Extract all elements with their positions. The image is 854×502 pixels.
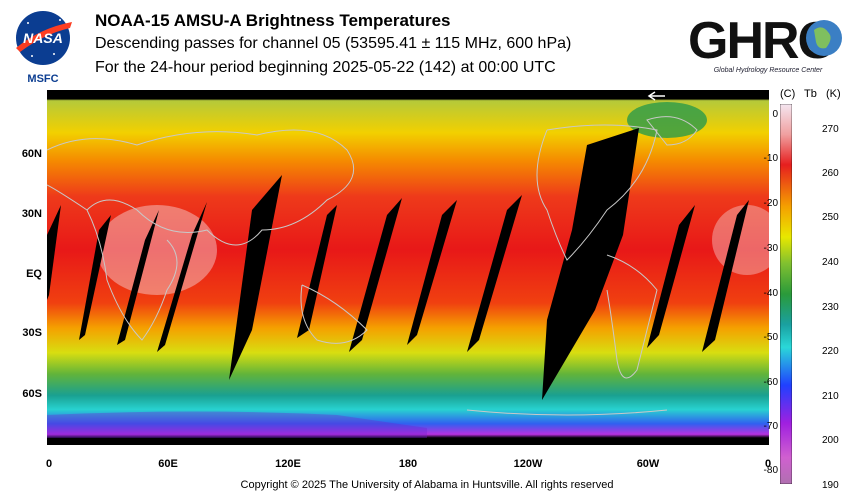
lon-label-0-right: 0 <box>764 458 772 470</box>
arrow-icon <box>647 91 665 101</box>
colorbar-k-tick: 270 <box>822 124 839 135</box>
nasa-logo: NASA MSFC <box>10 8 76 86</box>
colorbar-c-tick: 0 <box>772 109 778 120</box>
lon-label-0: 0 <box>45 458 53 470</box>
colorbar <box>779 103 793 485</box>
title-block: NOAA-15 AMSU-A Brightness Temperatures D… <box>95 10 571 80</box>
colorbar-k-tick: 210 <box>822 391 839 402</box>
period-line: For the 24-hour period beginning 2025-05… <box>95 59 556 76</box>
copyright-notice: Copyright © 2025 The University of Alaba… <box>240 479 614 491</box>
colorbar-k-tick: 220 <box>822 346 839 357</box>
colorbar-label-tb: Tb <box>804 88 817 100</box>
map-svg <box>46 90 782 445</box>
colorbar-k-tick: 240 <box>822 257 839 268</box>
lon-label-120e: 120E <box>275 458 301 470</box>
colorbar-c-tick: -60 <box>763 377 778 388</box>
lat-label-60s: 60S <box>22 388 42 400</box>
colorbar-k-tick: 190 <box>822 480 839 491</box>
lon-label-180: 180 <box>398 458 418 470</box>
colorbar-c-tick: -40 <box>763 288 778 299</box>
colorbar-c-tick: -10 <box>763 153 778 164</box>
colorbar-k-tick: 200 <box>822 435 839 446</box>
lat-label-eq: EQ <box>26 268 42 280</box>
swath-gaps <box>47 128 749 400</box>
lat-label-60n: 60N <box>21 148 42 160</box>
coastlines <box>46 116 698 416</box>
lon-label-60e: 60E <box>158 458 178 470</box>
brightness-temperature-map <box>46 90 782 445</box>
lon-label-120w: 120W <box>513 458 543 470</box>
svg-text:NASA: NASA <box>23 30 63 46</box>
colorbar-unit-k: (K) <box>826 88 841 100</box>
lat-label-30n: 30N <box>21 208 42 220</box>
msfc-label: MSFC <box>27 73 58 85</box>
colorbar-c-tick: -30 <box>763 243 778 254</box>
colorbar-c-tick: -80 <box>763 465 778 476</box>
svg-text:Global Hydrology Resource Cent: Global Hydrology Resource Center <box>714 67 823 74</box>
lon-label-60w: 60W <box>636 458 660 470</box>
colorbar-c-tick: -20 <box>763 198 778 209</box>
ghrc-logo: GHRC Global Hydrology Resource Center <box>686 8 850 76</box>
colorbar-c-tick: -50 <box>763 332 778 343</box>
colorbar-k-tick: 260 <box>822 168 839 179</box>
chart-subtitle: Descending passes for channel 05 (53595.… <box>95 35 572 52</box>
colorbar-c-tick: -70 <box>763 421 778 432</box>
chart-title: NOAA-15 AMSU-A Brightness Temperatures <box>95 11 451 30</box>
lat-label-30s: 30S <box>22 327 42 339</box>
colorbar-unit-c: (C) <box>780 88 796 100</box>
colorbar-k-tick: 250 <box>822 212 839 223</box>
colorbar-k-tick: 230 <box>822 302 839 313</box>
